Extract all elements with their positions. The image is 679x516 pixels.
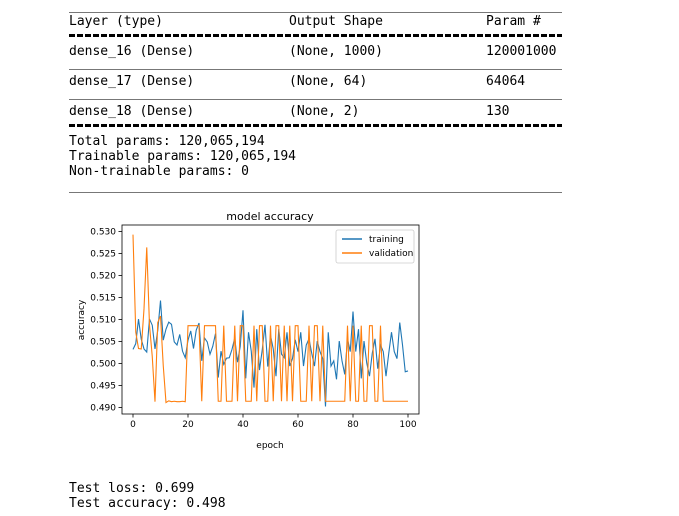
y-tick-label: 0.520 — [90, 272, 116, 282]
summary-bottom-rule — [69, 124, 562, 127]
table-row-params: 64064 — [486, 74, 526, 89]
y-tick-label: 0.500 — [90, 359, 116, 369]
accuracy-chart: model accuracy 0.490 0.495 0.500 0.505 0.510… — [77, 210, 420, 451]
test-accuracy: Test accuracy: 0.498 — [69, 496, 226, 511]
header-layer: Layer (type) — [69, 14, 163, 29]
test-loss: Test loss: 0.699 — [69, 481, 195, 496]
chart-title: model accuracy — [226, 210, 314, 223]
table-row-layer: dense_17 (Dense) — [69, 74, 195, 89]
y-tick-label: 0.515 — [90, 294, 116, 304]
table-row-params: 120001000 — [486, 44, 557, 59]
y-tick-label: 0.505 — [90, 337, 116, 347]
table-row-layer: dense_16 (Dense) — [69, 44, 195, 59]
y-tick-label: 0.510 — [90, 316, 116, 326]
x-axis: 0 20 40 60 80 100 — [130, 414, 417, 430]
header-output-shape: Output Shape — [289, 14, 383, 29]
table-row-output: (None, 2) — [289, 104, 360, 119]
x-tick-label: 80 — [347, 420, 359, 430]
summary-end-rule — [69, 192, 562, 193]
summary-header-rule — [69, 34, 562, 37]
row-divider — [69, 99, 562, 100]
legend-label-training: training — [369, 235, 404, 245]
row-divider — [69, 69, 562, 70]
table-row-output: (None, 64) — [289, 74, 368, 89]
header-param-count: Param # — [486, 14, 541, 29]
summary-top-rule — [69, 12, 562, 13]
y-tick-label: 0.530 — [90, 228, 116, 238]
series-line-validation — [132, 234, 408, 404]
y-tick-label: 0.490 — [90, 403, 116, 413]
legend-label-validation: validation — [369, 249, 413, 259]
x-axis-label: epoch — [256, 441, 283, 451]
table-row-output: (None, 1000) — [289, 44, 383, 59]
y-axis: 0.490 0.495 0.500 0.505 0.510 0.515 0.520 0.525… — [90, 228, 122, 413]
trainable-params: Trainable params: 120,065,194 — [69, 149, 296, 164]
series-layer — [132, 234, 409, 407]
total-params: Total params: 120,065,194 — [69, 134, 265, 149]
x-tick-label: 60 — [292, 420, 304, 430]
table-row-params: 130 — [486, 104, 510, 119]
table-row-layer: dense_18 (Dense) — [69, 104, 195, 119]
x-tick-label: 100 — [399, 420, 416, 430]
y-axis-label: accuracy — [77, 299, 87, 340]
x-tick-label: 20 — [182, 420, 194, 430]
chart-legend: training validation — [335, 229, 415, 264]
y-tick-label: 0.525 — [90, 250, 116, 260]
y-tick-label: 0.495 — [90, 381, 116, 391]
non-trainable-params: Non-trainable params: 0 — [69, 164, 250, 179]
x-tick-label: 0 — [130, 420, 136, 430]
x-tick-label: 40 — [237, 420, 249, 430]
